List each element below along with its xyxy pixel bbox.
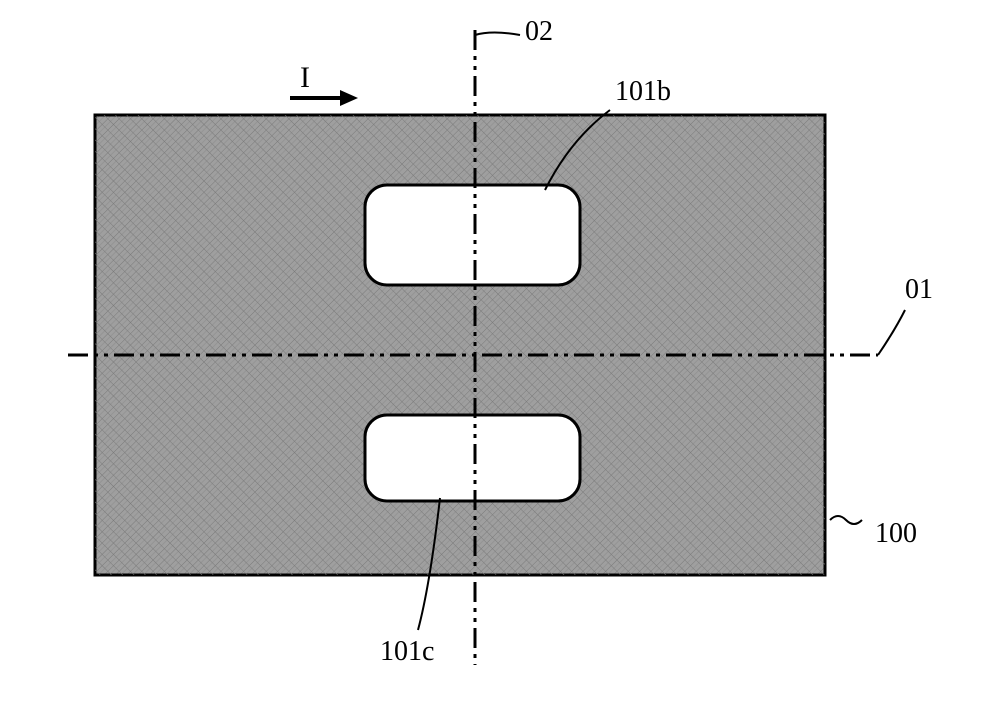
tilde-100 <box>830 516 862 524</box>
leader-01 <box>878 310 905 355</box>
label-100: 100 <box>875 518 917 549</box>
label-I: I <box>300 61 310 94</box>
diagram-svg: I 01 02 100 101b 101c <box>0 0 1000 704</box>
label-101b: 101b <box>615 76 671 107</box>
leader-02 <box>475 33 520 36</box>
label-101c: 101c <box>380 636 434 667</box>
cutout-101b <box>365 185 580 285</box>
cutout-101c <box>365 415 580 501</box>
current-direction-marker: I <box>290 61 358 106</box>
label-01: 01 <box>905 274 933 305</box>
diagram-container: I 01 02 100 101b 101c <box>0 0 1000 704</box>
label-02: 02 <box>525 16 553 47</box>
